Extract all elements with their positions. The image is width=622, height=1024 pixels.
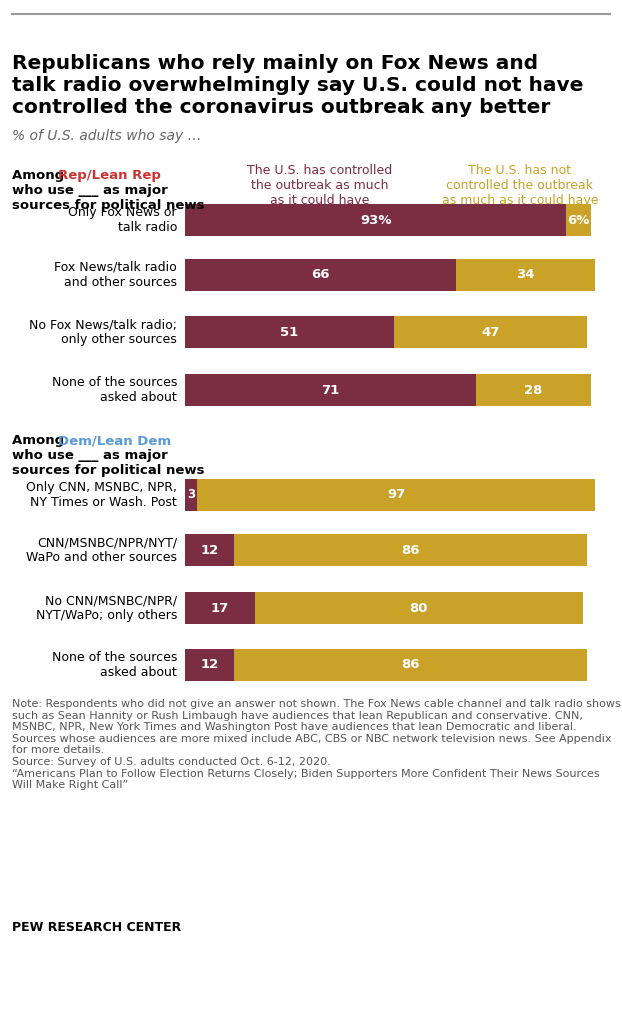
Text: Only Fox News or
talk radio: Only Fox News or talk radio <box>68 206 177 234</box>
Text: sources for political news: sources for political news <box>12 464 205 477</box>
Text: None of the sources
asked about: None of the sources asked about <box>52 376 177 404</box>
Text: sources for political news: sources for political news <box>12 199 205 212</box>
FancyBboxPatch shape <box>455 259 595 291</box>
FancyBboxPatch shape <box>185 649 234 681</box>
Text: 97: 97 <box>387 488 406 502</box>
FancyBboxPatch shape <box>234 534 587 566</box>
Text: Note: Respondents who did not give an answer not shown. The Fox News cable chann: Note: Respondents who did not give an an… <box>12 699 621 791</box>
Text: 12: 12 <box>200 658 219 672</box>
Text: The U.S. has not
controlled the outbreak
as much as it could have: The U.S. has not controlled the outbreak… <box>442 164 598 207</box>
Text: The U.S. has controlled
the outbreak as much
as it could have: The U.S. has controlled the outbreak as … <box>248 164 392 207</box>
Text: Republicans who rely mainly on Fox News and
talk radio overwhelmingly say U.S. c: Republicans who rely mainly on Fox News … <box>12 54 583 117</box>
Text: Among: Among <box>12 169 69 182</box>
FancyBboxPatch shape <box>254 592 583 624</box>
Text: who use ___ as major: who use ___ as major <box>12 184 168 197</box>
Text: who use ___ as major: who use ___ as major <box>12 449 168 462</box>
Text: 17: 17 <box>211 601 229 614</box>
Text: No Fox News/talk radio;
only other sources: No Fox News/talk radio; only other sourc… <box>29 318 177 346</box>
FancyBboxPatch shape <box>566 204 591 236</box>
Text: 51: 51 <box>281 326 299 339</box>
FancyBboxPatch shape <box>394 316 587 348</box>
Text: 28: 28 <box>524 384 542 396</box>
Text: Fox News/talk radio
and other sources: Fox News/talk radio and other sources <box>54 261 177 289</box>
Text: % of U.S. adults who say …: % of U.S. adults who say … <box>12 129 202 143</box>
Text: 86: 86 <box>401 544 420 556</box>
Text: 34: 34 <box>516 268 534 282</box>
Text: Only CNN, MSNBC, NPR,
NY Times or Wash. Post: Only CNN, MSNBC, NPR, NY Times or Wash. … <box>26 481 177 509</box>
FancyBboxPatch shape <box>185 592 254 624</box>
Text: 12: 12 <box>200 544 219 556</box>
FancyBboxPatch shape <box>197 479 595 511</box>
FancyBboxPatch shape <box>185 534 234 566</box>
Text: 66: 66 <box>311 268 330 282</box>
Text: Among: Among <box>12 434 69 447</box>
FancyBboxPatch shape <box>185 479 197 511</box>
FancyBboxPatch shape <box>185 374 476 406</box>
Text: Rep/Lean Rep: Rep/Lean Rep <box>58 169 161 182</box>
Text: No CNN/MSNBC/NPR/
NYT/WaPo; only others: No CNN/MSNBC/NPR/ NYT/WaPo; only others <box>35 594 177 622</box>
FancyBboxPatch shape <box>185 204 566 236</box>
Text: 86: 86 <box>401 658 420 672</box>
FancyBboxPatch shape <box>234 649 587 681</box>
Text: 47: 47 <box>481 326 499 339</box>
Text: PEW RESEARCH CENTER: PEW RESEARCH CENTER <box>12 921 181 934</box>
Text: Dem/Lean Dem: Dem/Lean Dem <box>58 434 171 447</box>
FancyBboxPatch shape <box>185 259 455 291</box>
Text: CNN/MSNBC/NPR/NYT/
WaPo and other sources: CNN/MSNBC/NPR/NYT/ WaPo and other source… <box>26 536 177 564</box>
Text: 3: 3 <box>187 488 195 502</box>
Text: 71: 71 <box>322 384 340 396</box>
FancyBboxPatch shape <box>476 374 591 406</box>
Text: 6%: 6% <box>567 213 590 226</box>
FancyBboxPatch shape <box>185 316 394 348</box>
Text: 93%: 93% <box>360 213 391 226</box>
Text: 80: 80 <box>409 601 428 614</box>
Text: None of the sources
asked about: None of the sources asked about <box>52 651 177 679</box>
